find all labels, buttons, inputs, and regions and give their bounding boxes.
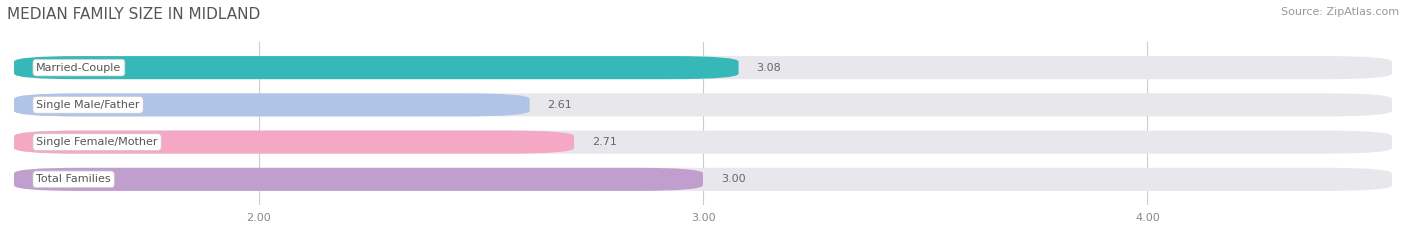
Text: Single Male/Father: Single Male/Father [37,100,139,110]
Text: 2.61: 2.61 [547,100,572,110]
FancyBboxPatch shape [14,56,1392,79]
Text: Source: ZipAtlas.com: Source: ZipAtlas.com [1281,7,1399,17]
Text: Total Families: Total Families [37,174,111,184]
FancyBboxPatch shape [14,130,1392,154]
Text: Single Female/Mother: Single Female/Mother [37,137,157,147]
FancyBboxPatch shape [14,56,738,79]
FancyBboxPatch shape [14,93,530,116]
Text: 2.71: 2.71 [592,137,617,147]
Text: 3.00: 3.00 [721,174,745,184]
FancyBboxPatch shape [14,168,1392,191]
Text: 3.08: 3.08 [756,63,782,73]
FancyBboxPatch shape [14,93,1392,116]
FancyBboxPatch shape [14,168,703,191]
Text: Married-Couple: Married-Couple [37,63,121,73]
Text: MEDIAN FAMILY SIZE IN MIDLAND: MEDIAN FAMILY SIZE IN MIDLAND [7,7,260,22]
FancyBboxPatch shape [14,130,574,154]
